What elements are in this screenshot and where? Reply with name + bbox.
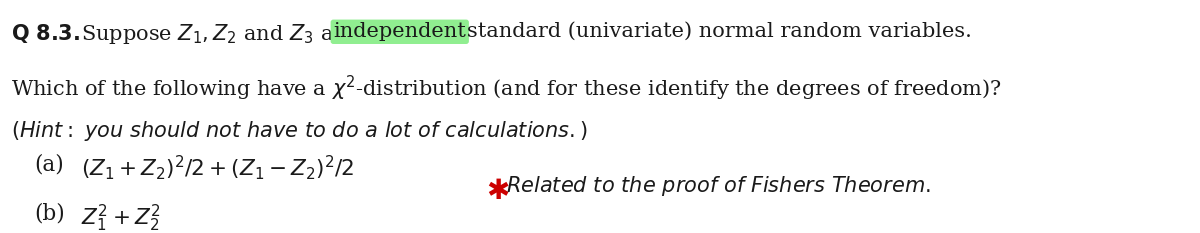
Text: independent: independent: [334, 22, 466, 41]
Text: (b): (b): [34, 202, 65, 224]
Text: $\mathbf{Q\ 8.3.}$: $\mathbf{Q\ 8.3.}$: [11, 22, 80, 45]
Text: standard (univariate) normal random variables.: standard (univariate) normal random vari…: [467, 22, 972, 41]
Text: (a): (a): [34, 153, 64, 175]
Text: Suppose $Z_1, Z_2$ and $Z_3$ are: Suppose $Z_1, Z_2$ and $Z_3$ are: [82, 22, 356, 46]
Text: Which of the following have a $\chi^2$-distribution (and for these identify the : Which of the following have a $\chi^2$-d…: [11, 74, 1002, 103]
Text: $(Z_1 + Z_2)^2/2 + (Z_1 - Z_2)^2/2$: $(Z_1 + Z_2)^2/2 + (Z_1 - Z_2)^2/2$: [82, 153, 355, 182]
Text: $\mathit{(Hint{:}\ you\ should\ not\ have\ to\ do\ a\ lot\ of\ calculations.)}$: $\mathit{(Hint{:}\ you\ should\ not\ hav…: [11, 119, 588, 143]
Text: ✱: ✱: [486, 177, 509, 205]
Text: $\mathit{Related\ to\ the\ proof\ of\ Fishers\ Theorem.}$: $\mathit{Related\ to\ the\ proof\ of\ Fi…: [506, 174, 931, 198]
Text: $Z_1^2 + Z_2^2$: $Z_1^2 + Z_2^2$: [82, 202, 161, 233]
